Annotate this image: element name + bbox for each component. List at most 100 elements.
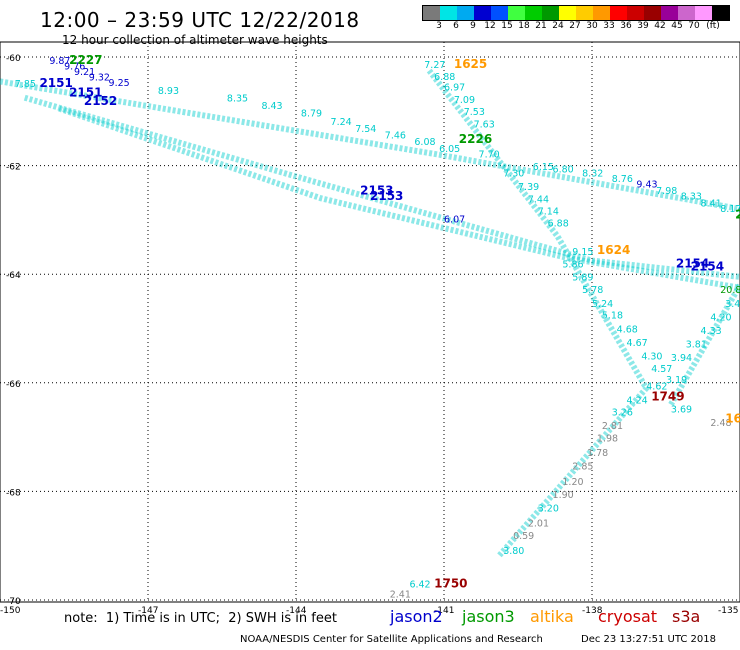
wave-height-label: 1.90 <box>553 490 574 501</box>
colorbar-label: 45 <box>671 21 683 31</box>
wave-height-label: 2.85 <box>572 462 593 473</box>
wave-height-label: 7.27 <box>424 60 445 71</box>
wave-height-label: 20.83 <box>720 285 740 296</box>
wave-height-label: 3.81 <box>686 340 707 351</box>
pass-time-label: 2226 <box>459 132 492 146</box>
colorbar-swatch <box>576 6 593 20</box>
wave-height-label: 2.48 <box>710 418 731 429</box>
wave-height-label: 7.46 <box>385 130 406 141</box>
wave-height-label: 4.57 <box>651 364 672 375</box>
wave-height-label: 4.30 <box>641 351 662 362</box>
wave-height-label: 1.20 <box>562 477 583 488</box>
colorbar-label: 39 <box>637 21 649 31</box>
colorbar-label: 15 <box>501 21 513 31</box>
colorbar-label: 27 <box>569 21 581 31</box>
colorbar-label: 12 <box>484 21 496 31</box>
wave-height-label: 9.21 <box>74 67 95 78</box>
colorbar-swatch <box>627 6 644 20</box>
wave-height-label: 9.87 <box>49 56 70 67</box>
wave-height-label: 7.98 <box>656 186 677 197</box>
wave-height-label: 3.94 <box>671 353 692 364</box>
pass-time-label: 1625 <box>454 57 487 71</box>
wave-height-label: 2.81 <box>602 421 623 432</box>
pass-time-label: 2154 <box>676 257 709 271</box>
wave-height-label: 3.20 <box>538 503 559 514</box>
pass-time-label: 2221 <box>735 207 740 221</box>
wave-height-label: 7.54 <box>355 124 376 135</box>
latitude-label: -62 <box>6 163 21 173</box>
wave-height-label: 3.41 <box>725 299 740 310</box>
satellite-legend-jason3: jason3 <box>462 607 515 626</box>
colorbar-swatch <box>593 6 610 20</box>
pass-time-label: 2153 <box>360 183 393 197</box>
colorbar-swatch <box>661 6 678 20</box>
wave-height-label: 8.41 <box>701 198 722 209</box>
wave-height-label: 5.18 <box>602 311 623 322</box>
colorbar-swatch <box>678 6 695 20</box>
wave-height-label: 0.59 <box>513 531 534 542</box>
colorbar-label: 3 <box>436 21 442 31</box>
colorbar-swatch <box>525 6 542 20</box>
colorbar-swatch <box>542 6 559 20</box>
wave-height-label: 5.24 <box>592 299 613 310</box>
latitude-label: -60 <box>6 54 21 64</box>
satellite-track <box>668 283 740 407</box>
latitude-label: -68 <box>6 488 21 498</box>
wave-height-label: 6.80 <box>553 165 574 176</box>
footer-timestamp: Dec 23 13:27:51 UTC 2018 <box>581 634 716 645</box>
pass-time-label: 1624 <box>597 243 630 257</box>
wave-height-label: 8.79 <box>301 109 322 120</box>
wave-height-label: 8.43 <box>261 101 282 112</box>
pass-time-label: 1750 <box>434 577 467 591</box>
colorbar-swatch <box>712 6 729 20</box>
colorbar-label: 42 <box>654 21 666 31</box>
wave-height-label: 1.98 <box>597 433 618 444</box>
satellite-track <box>426 68 650 559</box>
wave-height-label: 4.33 <box>701 326 722 337</box>
satellite-track <box>23 94 740 280</box>
legend-note: note: 1) Time is in UTC; 2) SWH is in fe… <box>64 611 337 626</box>
wave-height-label: 6.15 <box>533 162 554 173</box>
wave-height-label: 7.53 <box>464 107 485 118</box>
wave-height-label: 9.32 <box>89 72 110 83</box>
wave-height-label: 9.76 <box>64 61 85 72</box>
wave-height-label: 5.86 <box>562 260 583 271</box>
wave-height-label: 6.88 <box>434 72 455 83</box>
pass-time-label: 1749 <box>651 390 684 404</box>
wave-height-label: 8.35 <box>227 94 248 105</box>
wave-height-label: 4.68 <box>617 324 638 335</box>
wave-height-label: 3.19 <box>666 375 687 386</box>
wave-height-label: 6.97 <box>444 83 465 94</box>
wave-height-label: 9.43 <box>636 179 657 190</box>
colorbar-swatch <box>644 6 661 20</box>
observation-labels: 9.879.769.219.329.25 8.93 8.35 8.43 8.79 7.24… <box>15 56 740 600</box>
wave-height-label: 8.76 <box>612 174 633 185</box>
colorbar-swatch <box>423 6 440 20</box>
page-title: 12:00 – 23:59 UTC 12/22/2018 <box>40 8 360 32</box>
wave-height-label: 5.78 <box>582 285 603 296</box>
wave-height-label: 4.24 <box>627 395 648 406</box>
wave-height-label: 5.89 <box>572 273 593 284</box>
wave-height-label: 4.67 <box>627 338 648 349</box>
colorbar-swatch <box>440 6 457 20</box>
longitude-label: -150 <box>0 606 21 616</box>
longitude-label: -144 <box>286 606 307 616</box>
wave-height-label: 7.30 <box>503 168 524 179</box>
longitude-label: -135 <box>718 606 738 616</box>
pass-time-label: 2152 <box>84 94 117 108</box>
pass-time-label: 16 <box>725 411 740 425</box>
colorbar-label: 36 <box>620 21 632 31</box>
wave-height-label: 8.33 <box>681 191 702 202</box>
wave-height-label: 8.32 <box>582 168 603 179</box>
colorbar-label: 24 <box>552 21 564 31</box>
satellite-legend-jason2: jason2 <box>390 607 443 626</box>
wave-height-label: 4.62 <box>646 381 667 392</box>
satellite-tracks <box>0 68 740 559</box>
wave-height-label: 7.85 <box>15 79 36 90</box>
latitude-label: -64 <box>6 271 21 281</box>
longitude-label: -138 <box>582 606 603 616</box>
colorbar-label: 9 <box>470 21 476 31</box>
colorbar <box>422 5 730 21</box>
latitude-label: -66 <box>6 380 21 390</box>
map-frame <box>0 41 740 603</box>
